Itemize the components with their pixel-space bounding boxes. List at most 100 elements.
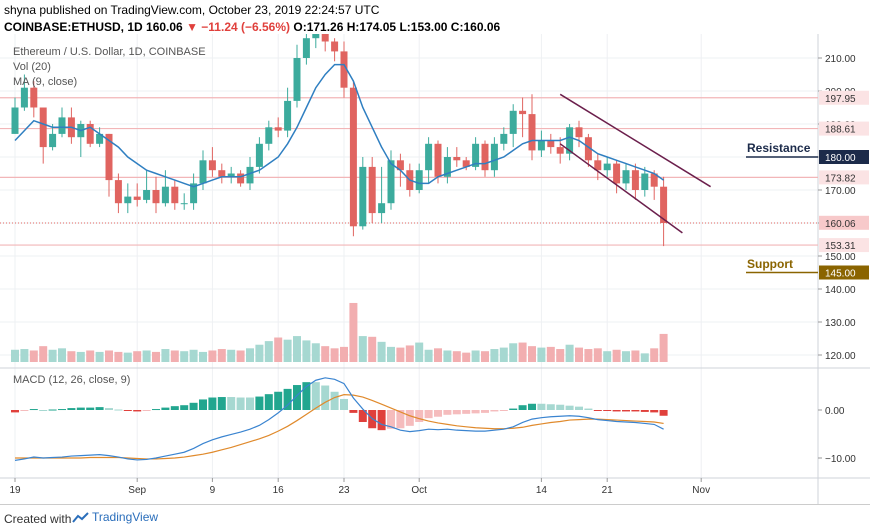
tradingview-brand[interactable]: TradingView — [92, 510, 159, 524]
resistance-label: Resistance — [747, 141, 811, 155]
candle-body — [434, 143, 442, 177]
volume-bar — [565, 344, 574, 362]
macd-histogram-bar — [199, 399, 207, 410]
candle-body — [462, 160, 470, 167]
candles — [11, 34, 668, 247]
time-tick-label: 23 — [338, 485, 350, 496]
volume-bar — [189, 349, 198, 362]
macd-histogram-bar — [659, 410, 668, 416]
macd-histogram-bar — [67, 408, 76, 410]
ma-line-group — [14, 63, 665, 188]
candle-body — [237, 173, 245, 184]
price-label: 197.95 — [825, 94, 856, 105]
macd-histogram-bar — [58, 409, 66, 411]
candle-body — [509, 110, 517, 134]
price-label-box — [819, 238, 869, 253]
volume-bar — [537, 347, 546, 362]
author-name[interactable]: shyna — [4, 3, 37, 17]
macd-histogram-bar — [283, 388, 292, 410]
macd-histogram-bar — [603, 410, 612, 411]
price-label: 145.00 — [825, 269, 856, 280]
volume-bar — [123, 352, 132, 362]
candle-body — [547, 140, 555, 148]
volume-bar — [612, 349, 621, 362]
macd-histogram-bar — [246, 397, 254, 410]
price-chart[interactable]: 120.00 130.00 140.00 150.00 16 0.00 170.00 180.… — [0, 34, 870, 504]
created-with-text: Created with — [4, 512, 72, 526]
macd-histogram-bar — [95, 407, 104, 410]
volume-bar — [396, 347, 405, 362]
candle-body — [114, 180, 122, 204]
macd-histogram-bar — [170, 406, 179, 410]
volume-bar — [274, 337, 283, 362]
macd-histogram-bar — [114, 409, 123, 411]
candle-body — [152, 190, 160, 204]
candle-body — [490, 143, 498, 171]
candle-body — [331, 41, 339, 52]
macd-histogram-bar — [302, 382, 311, 410]
price-axis: 120.00130.00140.00150.00160.00170.00180.… — [818, 54, 869, 465]
volume-bar — [152, 351, 160, 362]
volume-bar — [443, 350, 452, 362]
candle-body — [556, 147, 564, 154]
macd-histogram-bar — [236, 397, 245, 410]
volume-bar — [161, 349, 170, 362]
candle-body — [387, 160, 395, 204]
volume-bar — [528, 346, 536, 362]
volume-bar — [659, 333, 668, 362]
macd-histogram-bar — [105, 408, 113, 410]
candle-body — [425, 143, 433, 171]
candle-body — [284, 100, 292, 131]
volume-bar — [20, 349, 29, 362]
candle-body — [415, 170, 423, 190]
volume-bar — [208, 350, 217, 362]
candle-body — [378, 203, 386, 214]
candle-body — [180, 203, 188, 205]
candle-body — [171, 186, 179, 204]
candle-body — [30, 87, 38, 108]
volume-bar — [405, 345, 414, 362]
time-tick-label: 21 — [602, 485, 614, 496]
volume-bar — [302, 340, 311, 362]
macd-histogram-bar — [48, 409, 57, 411]
macd-histogram-bar — [471, 410, 480, 414]
candle-body — [190, 183, 198, 204]
candle-body — [11, 107, 19, 134]
volume-legend: Vol (20) — [13, 61, 51, 73]
volume-bar — [76, 351, 85, 362]
volume-bar — [293, 336, 301, 362]
symbol-name: COINBASE:ETHUSD, 1D — [4, 20, 143, 34]
candle-body — [96, 133, 104, 144]
volume-bar — [217, 349, 226, 362]
macd-histogram-bar — [415, 410, 424, 422]
candle-body — [218, 170, 226, 177]
candle-body — [584, 137, 592, 161]
candle-body — [133, 196, 141, 200]
candle-body — [603, 163, 611, 171]
candle-body — [500, 133, 508, 144]
publish-info: published on TradingView.com, October 23… — [39, 3, 380, 17]
price-label: 153.31 — [825, 241, 856, 252]
time-tick-label: 19 — [9, 485, 21, 496]
volume-bar — [142, 350, 151, 362]
price-change: ▼ −11.24 (−6.56%) — [186, 20, 291, 34]
volume-bar — [95, 351, 104, 362]
chart-title: Ethereum / U.S. Dollar, 1D, COINBASE — [13, 46, 206, 58]
volume-bar — [631, 350, 640, 362]
candle-body — [208, 160, 216, 171]
macd-histogram-bar — [39, 410, 48, 411]
channel-lower-line — [559, 143, 683, 234]
price-tick-label: 120.00 — [825, 351, 856, 362]
macd-histogram-bar — [208, 397, 217, 410]
volume-bar — [29, 350, 38, 362]
time-axis: 19 Sep 9 16 23 Oct 14 21 Nov — [9, 478, 710, 496]
volume-bar — [387, 346, 395, 362]
macd-histogram-bar — [640, 410, 649, 412]
volume-bar — [340, 346, 348, 362]
macd-histogram-bar — [405, 410, 414, 426]
volume-bar — [358, 336, 367, 362]
candle-body — [39, 107, 47, 148]
macd-histogram-bar — [612, 410, 621, 412]
candle-body — [472, 143, 480, 167]
candle-body — [453, 157, 461, 161]
